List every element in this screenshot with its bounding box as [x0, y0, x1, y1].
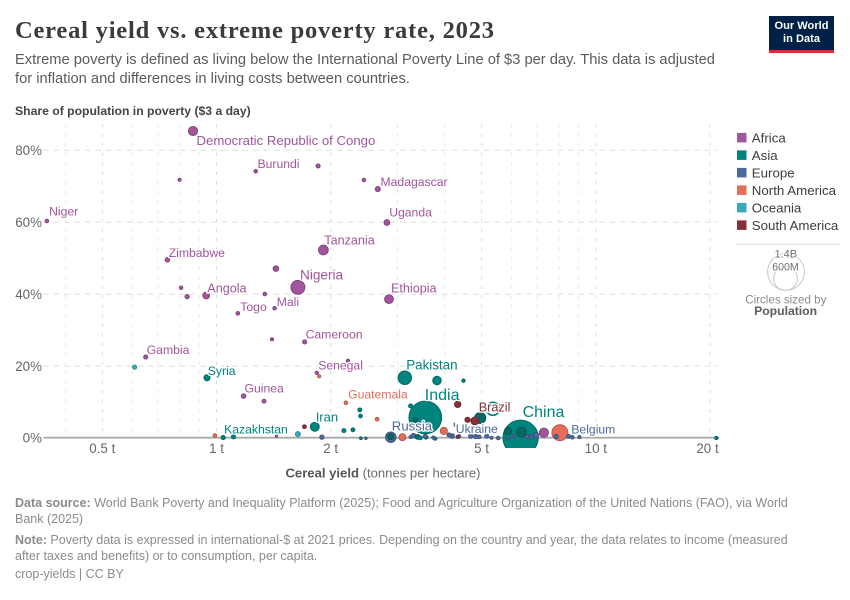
svg-text:Tanzania: Tanzania — [324, 234, 374, 248]
svg-text:Cereal yield (tonnes per hecta: Cereal yield (tonnes per hectare) — [285, 466, 480, 481]
svg-text:Democratic Republic of Congo: Democratic Republic of Congo — [197, 133, 376, 148]
svg-text:Syria: Syria — [208, 364, 236, 378]
svg-text:Ethiopia: Ethiopia — [391, 282, 437, 296]
svg-text:1.4B: 1.4B — [774, 249, 797, 261]
svg-text:Asia: Asia — [752, 148, 778, 163]
svg-text:20%: 20% — [15, 359, 42, 374]
svg-text:Russia: Russia — [392, 419, 433, 434]
svg-text:India: India — [425, 387, 460, 404]
svg-text:Africa: Africa — [752, 130, 787, 145]
svg-text:Madagascar: Madagascar — [381, 175, 448, 189]
svg-text:Kazakhstan: Kazakhstan — [224, 423, 288, 437]
svg-text:0%: 0% — [23, 431, 42, 446]
svg-text:Angola: Angola — [207, 282, 246, 296]
svg-text:Brazil: Brazil — [479, 401, 511, 415]
svg-text:Guatemala: Guatemala — [348, 388, 408, 402]
svg-text:0.5 t: 0.5 t — [89, 441, 115, 456]
svg-text:5 t: 5 t — [474, 441, 489, 456]
svg-text:Cameroon: Cameroon — [306, 327, 363, 341]
svg-text:Mali: Mali — [277, 295, 299, 309]
svg-text:60%: 60% — [15, 215, 42, 230]
svg-text:2 t: 2 t — [323, 441, 338, 456]
svg-text:China: China — [523, 404, 565, 421]
svg-text:Niger: Niger — [49, 205, 78, 219]
svg-text:80%: 80% — [15, 143, 42, 158]
svg-text:Belgium: Belgium — [571, 423, 615, 437]
svg-text:Burundi: Burundi — [258, 157, 300, 171]
svg-text:Circles sized by: Circles sized by — [745, 294, 826, 307]
svg-text:Pakistan: Pakistan — [406, 358, 457, 373]
svg-text:Zimbabwe: Zimbabwe — [169, 246, 225, 260]
svg-text:600M: 600M — [772, 261, 799, 273]
svg-text:Gambia: Gambia — [147, 343, 190, 357]
svg-text:Uganda: Uganda — [389, 206, 432, 220]
svg-text:1 t: 1 t — [209, 441, 224, 456]
svg-text:North America: North America — [752, 183, 837, 198]
svg-text:Nigeria: Nigeria — [300, 267, 344, 282]
svg-text:40%: 40% — [15, 287, 42, 302]
svg-text:Population: Population — [754, 304, 817, 318]
svg-text:Iran: Iran — [316, 410, 338, 425]
svg-text:South America: South America — [752, 218, 839, 233]
svg-text:Guinea: Guinea — [245, 382, 285, 396]
svg-text:20 t: 20 t — [696, 441, 719, 456]
svg-text:Europe: Europe — [752, 165, 795, 180]
svg-text:Senegal: Senegal — [318, 358, 363, 372]
svg-text:Togo: Togo — [240, 300, 267, 314]
svg-text:Ukraine: Ukraine — [456, 422, 498, 436]
svg-text:10 t: 10 t — [585, 441, 608, 456]
svg-text:Oceania: Oceania — [752, 200, 802, 215]
